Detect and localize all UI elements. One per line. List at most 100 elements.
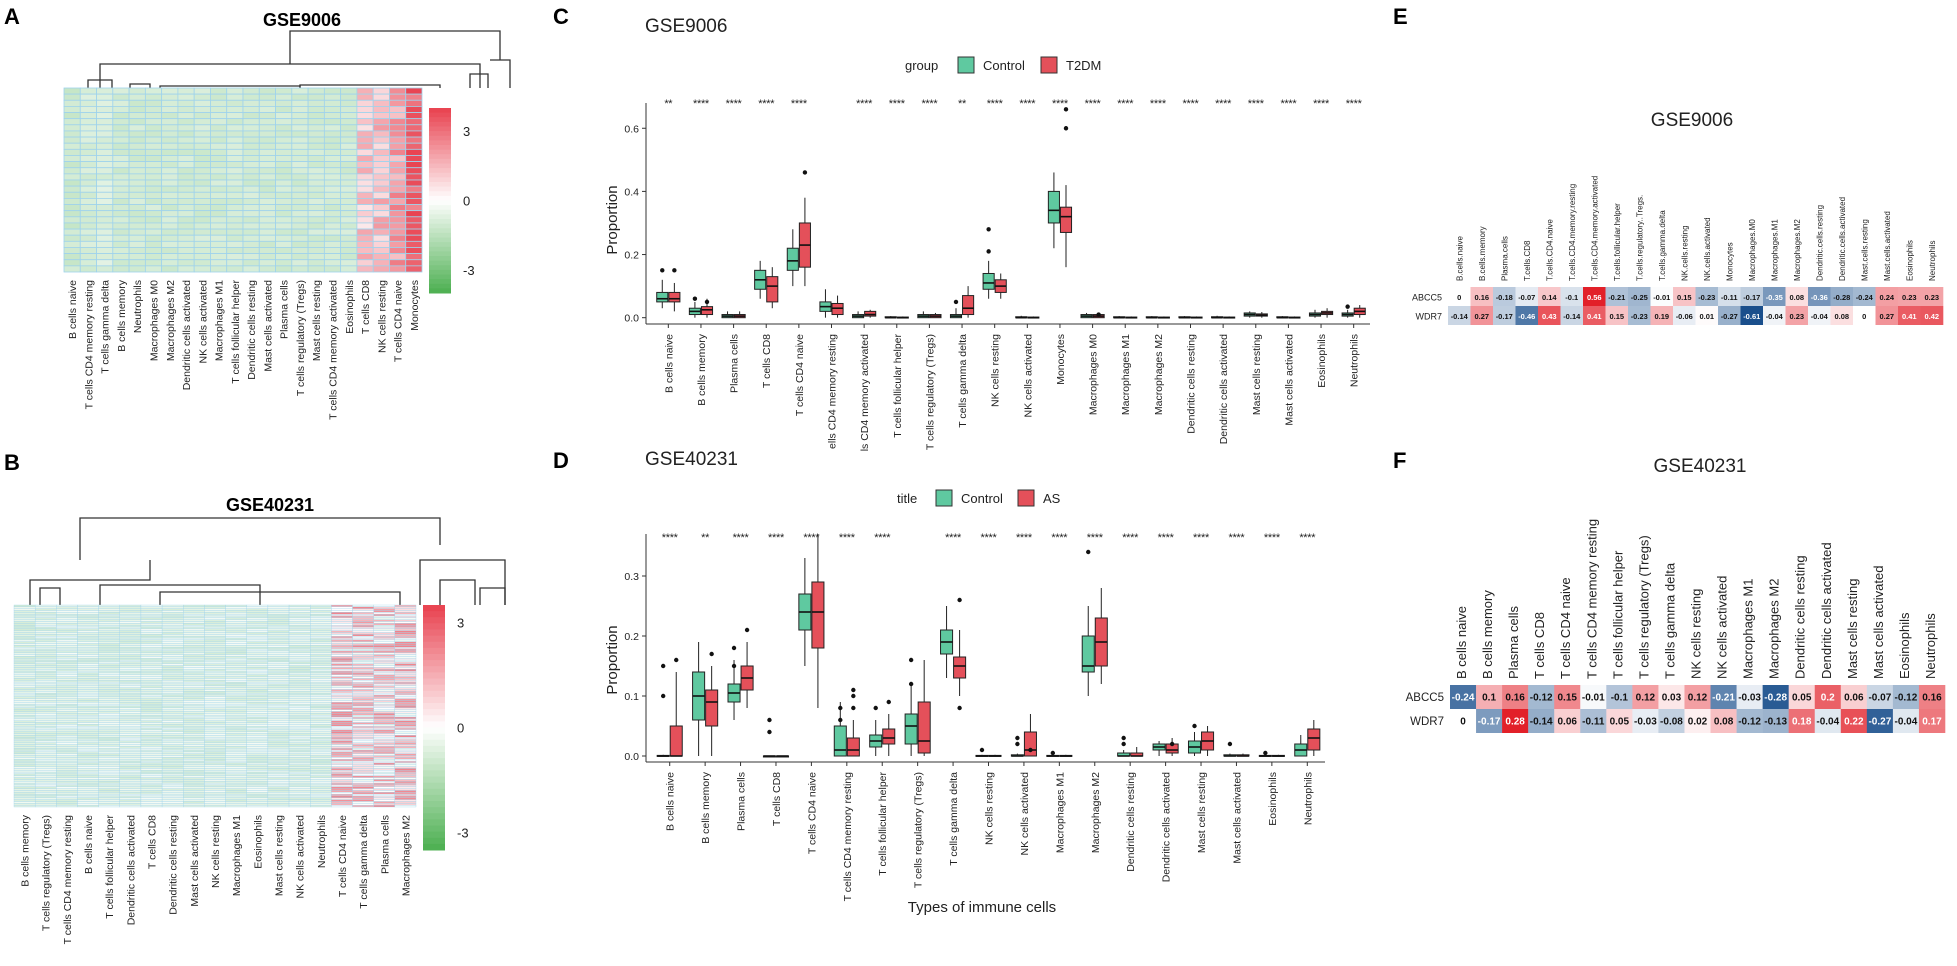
heatmap-cell (56, 781, 78, 784)
heatmap-cell (119, 647, 142, 650)
heatmap-cell (352, 626, 374, 630)
corr-cell (1763, 306, 1786, 325)
heatmap-cell (204, 755, 226, 758)
heatmap-cell (356, 222, 374, 230)
heatmap-cell (140, 753, 163, 756)
heatmap-cell (291, 99, 309, 107)
heatmap-column-label: NK cells resting (210, 815, 222, 888)
heatmap-cell (140, 665, 163, 668)
heatmap-cell (356, 167, 374, 175)
box-outlier (802, 170, 808, 175)
heatmap-cell (161, 738, 184, 742)
heatmap-cell (291, 167, 309, 175)
heatmap-cell (331, 786, 353, 789)
legend-d-title: title (897, 491, 917, 506)
heatmap-cell (34, 625, 57, 628)
heatmap-cell (242, 136, 260, 144)
significance-label: **** (839, 532, 856, 544)
heatmap-cell (405, 216, 423, 224)
heatmap-cell (161, 222, 179, 230)
colorbar-segment (429, 246, 451, 252)
heatmap-cell (372, 130, 390, 138)
heatmap-cell (310, 665, 332, 668)
heatmap-cell (267, 650, 290, 653)
heatmap-cell (267, 606, 290, 609)
heatmap-cell (394, 790, 417, 793)
heatmap-cell (161, 667, 184, 670)
heatmap-cell (34, 716, 57, 720)
heatmap-cell (56, 797, 78, 800)
heatmap-cell (394, 672, 417, 675)
heatmap-cell (288, 773, 311, 776)
heatmap-cell (13, 687, 36, 690)
heatmap-cell (144, 247, 163, 254)
heatmap-cell (394, 781, 417, 784)
heatmap-cell (183, 658, 205, 661)
corr-cell (1554, 709, 1581, 733)
heatmap-cell (13, 781, 36, 784)
heatmap-cell (204, 713, 226, 716)
heatmap-cell (310, 619, 332, 622)
heatmap-cell (394, 641, 417, 644)
heatmap-cell (140, 770, 163, 773)
heatmap-column-label: Dendritic cells activated (125, 815, 137, 925)
heatmap-cell (193, 93, 211, 101)
heatmap-cell (225, 692, 247, 696)
heatmap-cell (204, 696, 226, 699)
heatmap-cell (394, 707, 417, 710)
heatmap-cell (331, 621, 353, 624)
heatmap-cell (310, 641, 332, 644)
heatmap-cell (394, 770, 417, 773)
heatmap-cell (394, 718, 417, 721)
heatmap-cell (226, 142, 244, 150)
heatmap-cell (34, 636, 57, 639)
colorbar-segment (429, 260, 451, 266)
heatmap-cell (161, 715, 184, 718)
corr-f-title: GSE40231 (1654, 456, 1747, 477)
heatmap-cell (79, 130, 97, 138)
heatmap-cell (323, 93, 342, 101)
heatmap-cell (331, 656, 353, 659)
heatmap-cell (246, 652, 269, 655)
heatmap-cell (13, 683, 36, 686)
heatmap-cell (98, 760, 120, 764)
heatmap-cell (13, 740, 36, 743)
significance-label: **** (662, 532, 679, 544)
heatmap-cell (246, 803, 269, 806)
heatmap-cell (310, 681, 332, 685)
corr-column-label: T cells CD4 naive (1558, 577, 1573, 679)
heatmap-cell (291, 222, 309, 230)
heatmap-cell (98, 630, 120, 633)
heatmap-cell (56, 762, 78, 765)
heatmap-cell (394, 762, 417, 765)
heatmap-cell (119, 716, 142, 720)
heatmap-cell (140, 685, 163, 688)
heatmap-cell (288, 645, 311, 648)
heatmap-cell (77, 771, 99, 775)
heatmap-cell (193, 253, 211, 261)
heatmap-cell (246, 799, 269, 802)
heatmap-cell (177, 173, 195, 181)
heatmap-cell (98, 744, 120, 747)
heatmap-cell (161, 87, 179, 95)
heatmap-cell (267, 639, 290, 642)
heatmap-cell (267, 742, 290, 745)
significance-label: **** (1016, 532, 1033, 544)
heatmap-cell (161, 173, 179, 181)
heatmap-cell (288, 656, 311, 659)
heatmap-cell (13, 648, 36, 652)
heatmap-cell (210, 167, 228, 175)
heatmap-cell (204, 650, 226, 653)
heatmap-cell (204, 610, 226, 613)
heatmap-cell (77, 615, 99, 619)
heatmap-cell (34, 784, 57, 787)
heatmap-cell (267, 637, 290, 641)
y-tick-label: 0.4 (624, 186, 639, 198)
box-outlier (957, 705, 962, 711)
colorbar-segment (429, 269, 451, 275)
heatmap-cell (34, 621, 57, 624)
heatmap-cell (119, 680, 142, 683)
heatmap-cell (372, 142, 390, 150)
heatmap-cell (331, 784, 353, 787)
heatmap-cell (291, 124, 309, 132)
